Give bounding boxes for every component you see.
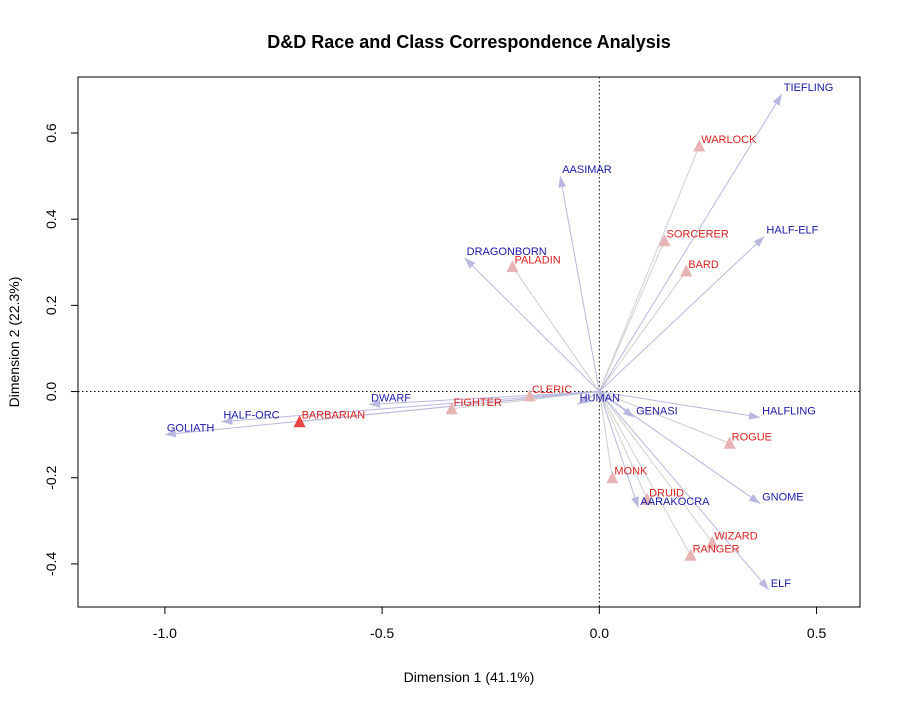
race-arrowhead-gnome (748, 494, 761, 504)
x-tick-label: 0.0 (590, 625, 610, 641)
class-arrow-sorcerer (598, 240, 665, 392)
race-arrow-dwarf (369, 391, 600, 405)
race-arrowhead-halfling (748, 411, 761, 420)
class-marker-barbarian (293, 415, 306, 428)
race-label-half-orc: HALF-ORC (223, 410, 279, 422)
race-arrow-gnome (599, 391, 761, 504)
class-label-sorcerer: SORCERER (667, 229, 729, 241)
class-arrow-monk (598, 391, 613, 478)
chart-title: D&D Race and Class Correspondence Analys… (267, 32, 670, 52)
class-marker-warlock (693, 139, 706, 152)
class-arrow-warlock (598, 145, 700, 392)
class-marker-fighter (445, 402, 458, 415)
class-marker-sorcerer (658, 234, 671, 247)
y-tick-label: 0.0 (43, 382, 59, 402)
race-label-goliath: GOLIATH (167, 423, 215, 435)
race-label-half-elf: HALF-ELF (766, 224, 818, 236)
class-label-barbarian: BARBARIAN (302, 410, 366, 422)
race-arrows (164, 93, 783, 591)
race-label-gnome: GNOME (762, 492, 804, 504)
point-labels: TIEFLING AASIMAR HALF-ELF DRAGONBORN DWARF HA… (167, 82, 833, 590)
race-label-genasi: GENASI (636, 405, 678, 417)
race-arrowhead-half-orc (221, 416, 233, 425)
class-marker-monk (606, 471, 619, 484)
class-label-cleric: CLERIC (532, 384, 572, 396)
class-marker-druid (641, 492, 654, 505)
class-marker-bard (680, 264, 693, 277)
race-label-halfling: HALFLING (762, 405, 816, 417)
race-arrow-dragonborn (464, 257, 600, 392)
axes: -1.0 -0.5 0.0 0.5 -0.4 -0.2 0.0 0.2 0.4 0.6 (43, 123, 826, 641)
race-arrowhead-aasimar (558, 176, 567, 188)
x-tick-label: -0.5 (370, 625, 394, 641)
class-marker-rogue (723, 436, 736, 449)
race-label-aarakocra: AARAKOCRA (640, 496, 710, 508)
class-label-wizard: WIZARD (714, 530, 757, 542)
class-label-bard: BARD (688, 259, 719, 271)
race-arrowhead-half-elf (753, 236, 765, 247)
race-arrowhead-goliath (164, 429, 177, 438)
race-arrowhead-dragonborn (464, 257, 476, 269)
class-label-monk: MONK (614, 466, 648, 478)
y-tick-label: -0.2 (43, 465, 59, 489)
race-arrow-halfling (599, 391, 761, 418)
race-label-human: HUMAN (580, 392, 620, 404)
class-marker-cleric (523, 389, 536, 402)
class-label-paladin: PALADIN (514, 255, 560, 267)
x-axis-label: Dimension 1 (41.1%) (404, 669, 535, 685)
race-arrow-aarakocra (598, 391, 639, 509)
race-arrow-aasimar (559, 176, 600, 392)
class-label-rogue: ROGUE (732, 431, 772, 443)
plot-frame (77, 76, 861, 608)
race-arrow-tiefling (598, 93, 783, 392)
race-arrowhead-dwarf (369, 399, 381, 408)
race-label-dwarf: DWARF (371, 392, 411, 404)
class-arrow-paladin (512, 266, 600, 392)
race-arrowhead-genasi (622, 407, 635, 418)
race-arrow-half-elf (598, 236, 765, 392)
race-label-aasimar: AASIMAR (562, 164, 612, 176)
race-arrow-elf (598, 391, 770, 591)
class-marker-wizard (706, 535, 719, 548)
reference-lines (78, 77, 860, 607)
class-arrow-rogue (599, 391, 730, 444)
race-arrowhead-elf (758, 578, 769, 590)
class-markers (293, 139, 736, 561)
race-label-dragonborn: DRAGONBORN (467, 246, 547, 258)
class-marker-paladin (506, 260, 519, 273)
class-label-warlock: WARLOCK (701, 134, 757, 146)
race-label-elf: ELF (771, 578, 791, 590)
class-label-fighter: FIGHTER (454, 397, 502, 409)
class-label-druid: DRUID (649, 487, 684, 499)
race-arrowhead-human (577, 395, 590, 405)
y-tick-label: 0.2 (43, 295, 59, 315)
class-arrow-druid (598, 391, 648, 500)
y-tick-label: 0.6 (43, 123, 59, 143)
y-axis-label: Dimension 2 (22.3%) (6, 277, 22, 408)
class-label-ranger: RANGER (693, 543, 740, 555)
race-arrowhead-tiefling (772, 94, 782, 106)
class-arrow-ranger (598, 391, 692, 556)
x-tick-label: 0.5 (807, 625, 827, 641)
y-tick-label: -0.4 (43, 552, 59, 576)
class-arrow-bard (598, 270, 687, 392)
x-tick-label: -1.0 (153, 625, 177, 641)
race-label-tiefling: TIEFLING (784, 82, 834, 94)
race-arrowhead-aarakocra (631, 496, 639, 508)
race-arrow-half-orc (221, 391, 600, 423)
y-tick-label: 0.4 (43, 209, 59, 229)
class-arrow-wizard (598, 391, 713, 543)
class-marker-ranger (684, 548, 697, 561)
